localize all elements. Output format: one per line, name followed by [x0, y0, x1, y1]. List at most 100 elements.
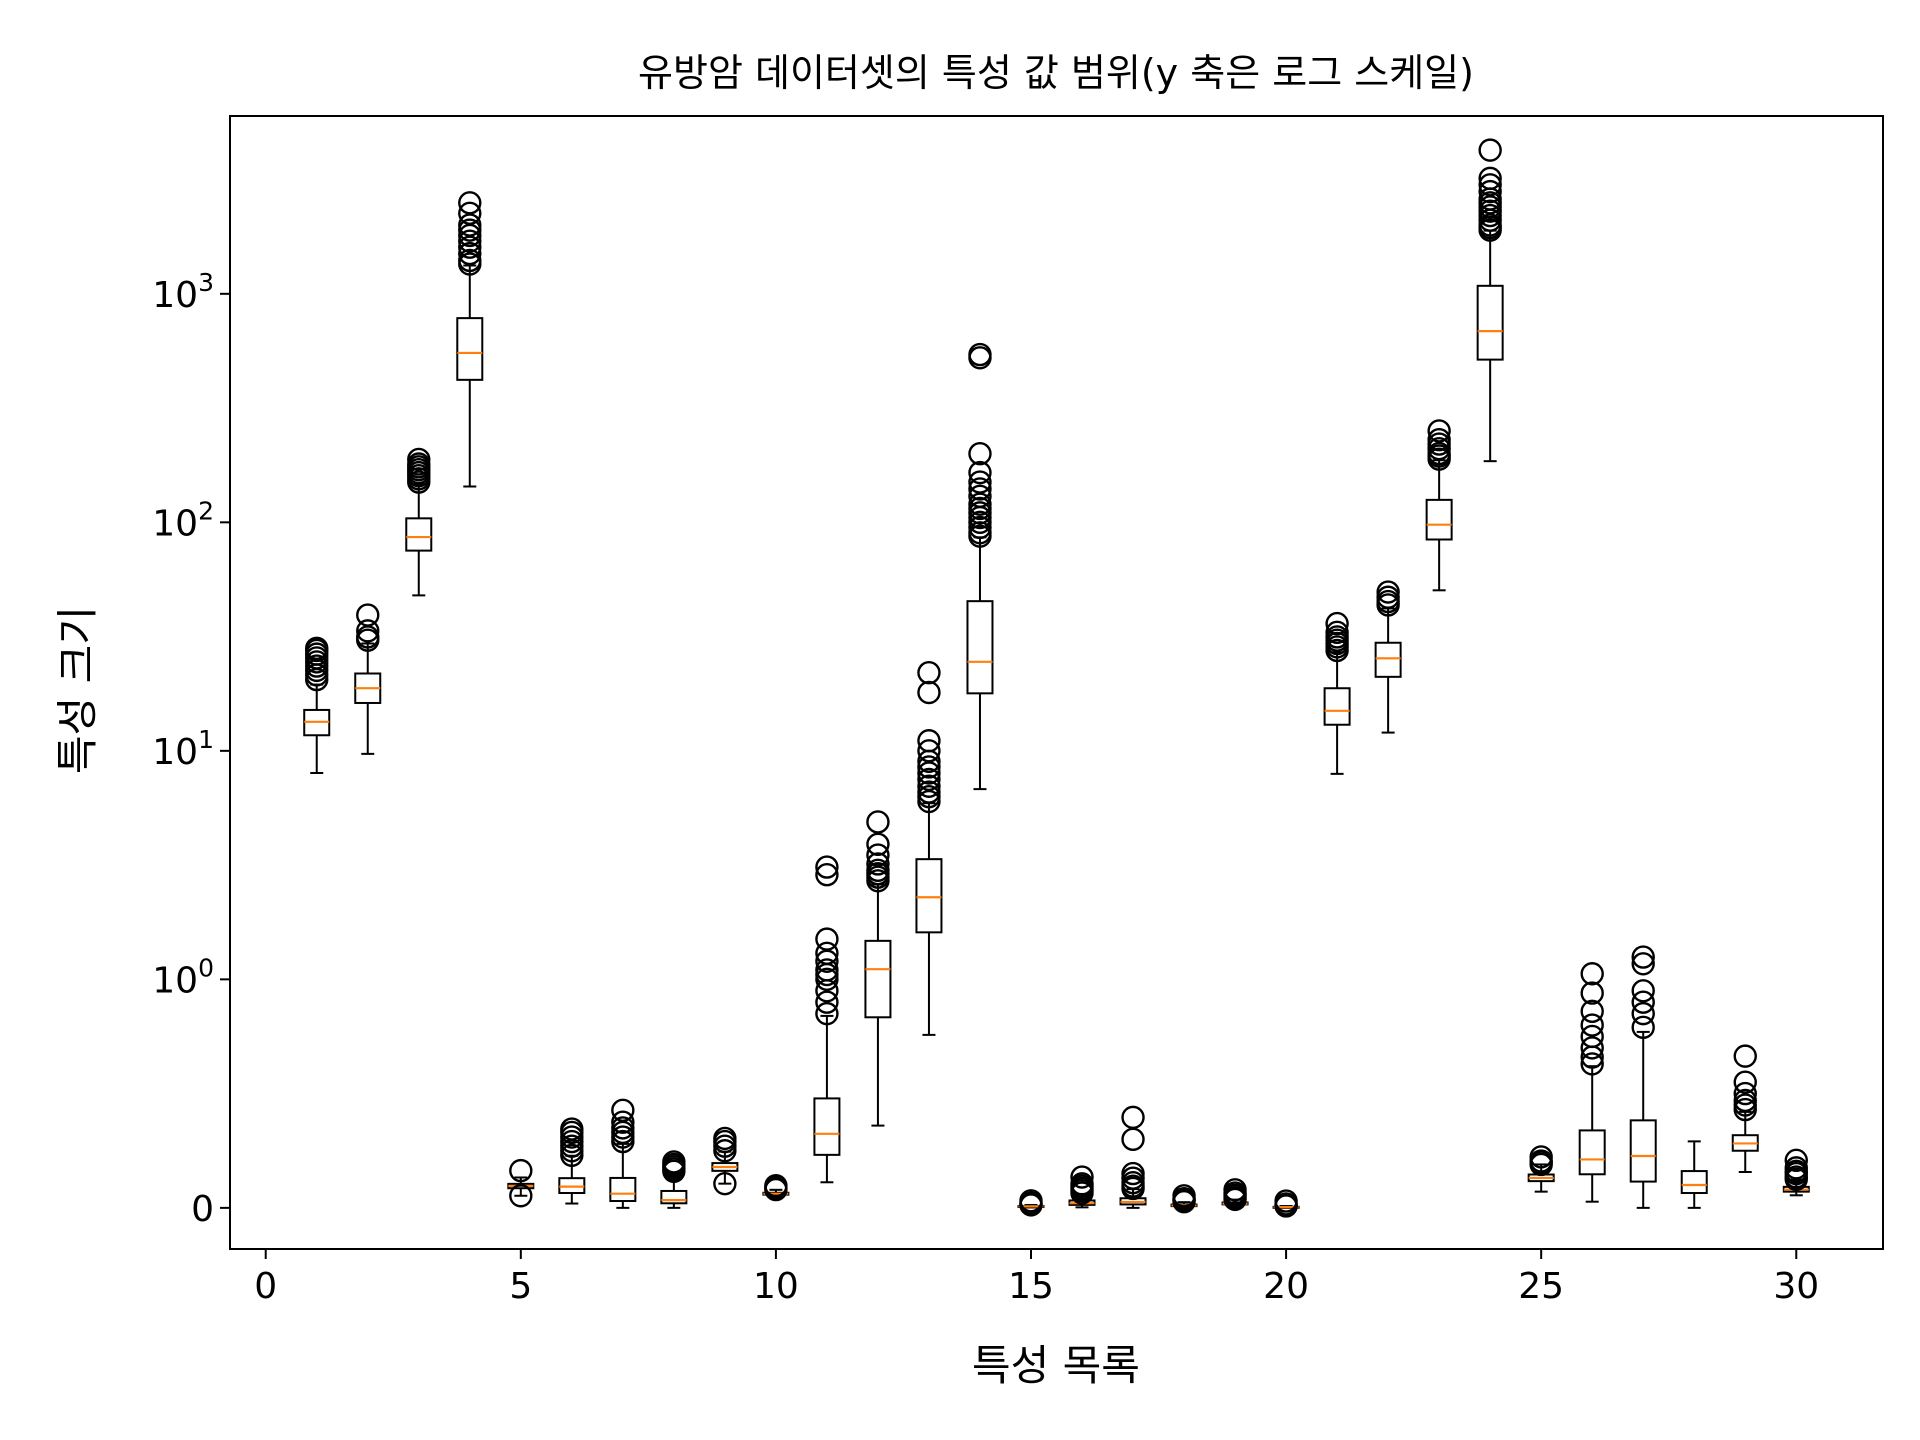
- outlier-point: [1631, 1015, 1655, 1040]
- box-iqr: [1476, 284, 1504, 361]
- outlier-point: [917, 780, 941, 804]
- outlier-point: [968, 470, 992, 494]
- outlier-point: [1631, 979, 1655, 1003]
- outlier-point: [509, 1184, 533, 1208]
- box-iqr: [1374, 641, 1402, 678]
- outlier-point: [458, 241, 482, 266]
- outlier-point: [1121, 1161, 1145, 1186]
- outlier-point: [1580, 1036, 1604, 1060]
- outlier-point: [917, 755, 941, 779]
- outlier-point: [917, 739, 941, 763]
- outlier-point: [713, 1126, 737, 1151]
- outlier-point: [1733, 1081, 1757, 1106]
- outlier-point: [1733, 1088, 1757, 1113]
- box-feature-9: [711, 1126, 739, 1196]
- outlier-point: [1733, 1070, 1757, 1094]
- box-feature-27: [1629, 945, 1657, 1209]
- box-feature-16: [1068, 1165, 1096, 1209]
- outlier-point: [611, 1116, 635, 1140]
- outlier-point: [764, 1174, 788, 1198]
- outlier-point: [917, 729, 941, 753]
- box-feature-1: [303, 636, 331, 774]
- outlier-point: [968, 460, 992, 485]
- outlier-point: [815, 855, 839, 879]
- outlier-point: [713, 1171, 737, 1196]
- x-tick-label: 25: [1518, 1266, 1564, 1307]
- x-axis: 0 5 10 15 20 25 30: [254, 1249, 1819, 1307]
- box-feature-3: [405, 447, 433, 597]
- outlier-point: [458, 229, 482, 253]
- box-feature-26: [1578, 962, 1606, 1203]
- outlier-point: [1376, 580, 1400, 604]
- outlier-point: [917, 680, 941, 705]
- outlier-point: [1325, 620, 1349, 645]
- outlier-point: [509, 1158, 533, 1183]
- box-feature-11: [813, 855, 841, 1184]
- x-tick-label: 10: [753, 1266, 799, 1307]
- box-iqr: [456, 317, 484, 381]
- outlier-point: [560, 1129, 584, 1154]
- outlier-point: [1580, 1024, 1604, 1049]
- outlier-point: [815, 990, 839, 1014]
- y-axis: 0 100 101 102 103: [152, 268, 230, 1230]
- box-feature-7: [609, 1098, 637, 1209]
- outlier-point: [611, 1098, 635, 1122]
- y-tick-label: 100: [152, 953, 214, 1001]
- outlier-point: [1580, 981, 1604, 1005]
- y-tick-label: 101: [152, 725, 214, 773]
- box-feature-30: [1782, 1148, 1810, 1197]
- box-feature-10: [762, 1174, 790, 1202]
- outlier-point: [1631, 1001, 1655, 1026]
- box-iqr: [915, 858, 943, 934]
- x-tick-label: 15: [1008, 1266, 1054, 1307]
- outlier-point: [1121, 1105, 1145, 1130]
- outlier-point: [407, 447, 431, 472]
- outlier-point: [968, 477, 992, 501]
- outlier-point: [1427, 427, 1451, 452]
- outlier-point: [866, 843, 890, 867]
- outlier-point: [815, 863, 839, 887]
- outlier-point: [1631, 990, 1655, 1014]
- outlier-point: [1070, 1172, 1094, 1196]
- box-feature-28: [1680, 1140, 1708, 1209]
- box-feature-5: [507, 1158, 535, 1208]
- outlier-point: [1019, 1189, 1043, 1213]
- outlier-point: [917, 660, 941, 685]
- box-feature-21: [1323, 611, 1351, 775]
- box-iqr: [1578, 1129, 1606, 1176]
- box-feature-14: [966, 342, 994, 791]
- outlier-point: [1274, 1189, 1298, 1213]
- outlier-point: [356, 603, 380, 627]
- outlier-point: [917, 774, 941, 798]
- outlier-point: [815, 941, 839, 966]
- outlier-point: [1478, 166, 1502, 191]
- outlier-point: [458, 248, 482, 273]
- outlier-point: [1733, 1044, 1757, 1068]
- plot-frame: [229, 115, 1884, 1250]
- box-iqr: [1425, 498, 1453, 541]
- outlier-point: [1631, 952, 1655, 976]
- box-feature-29: [1731, 1044, 1759, 1173]
- y-tick-label: 102: [152, 496, 214, 544]
- outlier-point: [458, 201, 482, 226]
- x-tick-label: 30: [1773, 1266, 1819, 1307]
- box-feature-8: [660, 1150, 688, 1209]
- box-iqr: [1629, 1119, 1657, 1183]
- box-feature-20: [1272, 1189, 1300, 1218]
- box-feature-6: [558, 1117, 586, 1205]
- outlier-point: [1529, 1145, 1553, 1169]
- box-feature-22: [1374, 580, 1402, 734]
- box-feature-4: [456, 191, 484, 488]
- box-feature-12: [864, 810, 892, 1127]
- box-iqr: [609, 1176, 637, 1203]
- outlier-point: [1478, 179, 1502, 204]
- outlier-point: [917, 767, 941, 792]
- outlier-point: [1580, 1013, 1604, 1037]
- y-axis-label: 특성 크기: [53, 606, 102, 774]
- outlier-point: [305, 636, 329, 661]
- outlier-point: [1070, 1165, 1094, 1189]
- y-tick-label: 0: [191, 1189, 214, 1230]
- outlier-point: [1325, 611, 1349, 636]
- outlier-point: [1478, 138, 1502, 162]
